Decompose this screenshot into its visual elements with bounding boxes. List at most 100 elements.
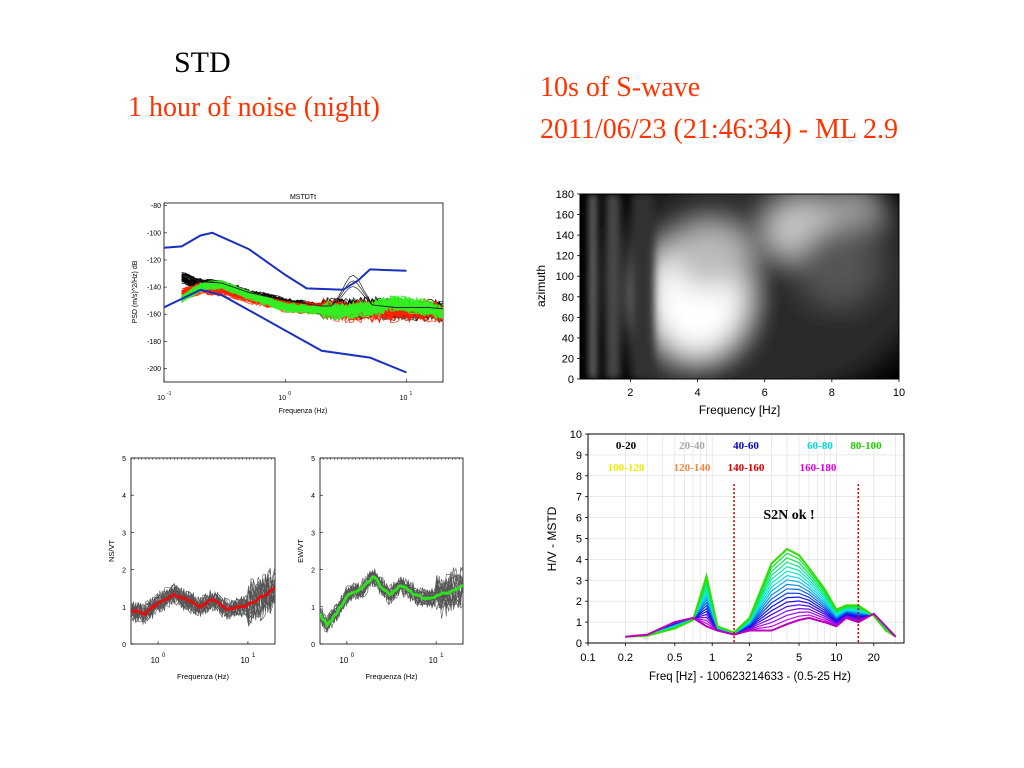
azimuth-hotspot <box>764 199 845 260</box>
psd-black-trace <box>181 279 443 322</box>
ew-trace <box>320 571 463 632</box>
hv-xtick-label: 5 <box>796 652 802 664</box>
psd-black-trace <box>181 273 443 317</box>
azimuth-hotspot <box>670 223 751 288</box>
hv-curve <box>625 579 897 638</box>
psd-black-trace <box>181 274 443 318</box>
azimuth-xtick-label: 6 <box>762 387 768 399</box>
azimuth-haze <box>604 194 899 379</box>
azimuth-ytick-label: 100 <box>556 271 574 283</box>
ns-ytick-label: 2 <box>122 568 126 575</box>
ns-trace <box>131 577 275 620</box>
psd-plot-frame <box>163 202 444 383</box>
hv-curve <box>625 583 897 638</box>
psd-outlier-trace <box>181 274 443 310</box>
ew-xtick-label: 10 <box>429 656 438 665</box>
ns-trace <box>131 589 275 623</box>
azimuth-blobs <box>604 194 899 379</box>
psd-green-trace <box>181 281 443 319</box>
hv-ytick-label: 7 <box>576 492 582 504</box>
psd-red-trace <box>181 285 443 320</box>
psd-red-trace <box>181 284 443 315</box>
hv-curve-160-180 <box>625 612 897 638</box>
psd-green-trace <box>181 284 443 318</box>
psd-green-trace <box>181 281 443 318</box>
azimuth-xtick-label: 8 <box>829 387 835 399</box>
psd-red-trace <box>181 285 443 320</box>
azimuth-xtick-label: 10 <box>893 387 905 399</box>
azimuth-ytick-label: 180 <box>556 189 574 201</box>
ew-trace <box>320 566 463 626</box>
psd-xtick-label: 10 <box>278 395 286 402</box>
psd-lower-model-line <box>164 288 407 374</box>
hv-curve <box>625 552 897 638</box>
psd-red-trace <box>181 288 443 322</box>
hv-legend-item: 120-140 <box>674 462 711 474</box>
hv-ytick-label: 4 <box>576 554 582 566</box>
ns-xtick-label: 10 <box>151 656 160 665</box>
ew-trace <box>320 572 463 628</box>
ew-trace <box>320 574 463 633</box>
hv-curve <box>625 566 897 638</box>
psd-green-trace <box>181 282 443 320</box>
hv-legend-item: 80-100 <box>850 440 882 452</box>
psd-black-trace <box>181 278 443 320</box>
psd-green-trace <box>181 284 443 319</box>
ew-trace <box>320 573 463 629</box>
ew-trace <box>320 567 463 631</box>
ns-trace <box>131 583 275 621</box>
ns-trace <box>131 579 275 620</box>
psd-red-trace <box>181 283 443 319</box>
psd-black-trace <box>181 279 443 322</box>
hv-ylabel: H/V - MSTD <box>545 506 559 571</box>
psd-red-trace <box>181 286 443 319</box>
azimuth-stripe <box>590 194 596 379</box>
psd-black-trace <box>181 278 443 320</box>
psd-red-trace <box>181 285 443 319</box>
azimuth-haze <box>632 277 723 379</box>
ns-xtick-label: 10 <box>240 656 249 665</box>
psd-red-trace <box>181 291 443 324</box>
psd-green-trace <box>181 281 443 316</box>
hv-curve <box>625 557 897 638</box>
psd-black-trace <box>181 278 443 322</box>
psd-red-trace <box>181 283 443 317</box>
hv-xtick-label: 10 <box>830 652 842 664</box>
psd-outlier-trace <box>181 274 443 310</box>
hv-xtick-label: 0.2 <box>618 652 633 664</box>
hv-frame <box>587 433 905 644</box>
ew-trace <box>320 573 463 630</box>
psd-black-trace <box>181 278 443 319</box>
ns-ytick-label: 0 <box>122 642 126 649</box>
psd-red-trace <box>181 286 443 321</box>
hv-xtick-label: 20 <box>868 652 880 664</box>
hv-legend-item: 100-120 <box>608 462 645 474</box>
ns-trace <box>131 574 275 623</box>
ew-ytick-label: 3 <box>311 530 315 537</box>
ew-mean-line <box>320 575 463 629</box>
psd-green-trace <box>181 281 443 314</box>
hv-curve <box>625 600 897 638</box>
ns-plot-frame <box>130 457 276 645</box>
psd-red-trace <box>181 281 443 316</box>
psd-green-trace <box>181 283 443 319</box>
ns-trace <box>131 581 275 618</box>
azimuth-ytick-label: 80 <box>562 292 574 304</box>
psd-ytick-label: -180 <box>147 339 161 346</box>
azimuth-frame <box>579 193 900 380</box>
ew-ylabel: EW/VT <box>296 539 305 563</box>
noise-title: 1 hour of noise (night) <box>128 92 380 123</box>
psd-xlabel: Frequenza (Hz) <box>279 408 328 415</box>
psd-green-trace <box>181 285 443 321</box>
ew-trace <box>320 566 463 626</box>
psd-upper-model-line <box>164 231 407 291</box>
ew-trace <box>320 570 463 629</box>
hv-xlabel: Freq [Hz] - 100623214633 - (0.5-25 Hz) <box>649 671 851 683</box>
ns-xtick-exp: 0 <box>162 653 166 659</box>
ew-ytick-label: 4 <box>311 493 315 500</box>
psd-black-trace <box>181 279 443 321</box>
ns-trace <box>131 574 275 622</box>
azimuth-hotspot <box>798 225 879 306</box>
psd-red-trace <box>181 284 443 319</box>
ns-plot-area <box>131 566 275 627</box>
